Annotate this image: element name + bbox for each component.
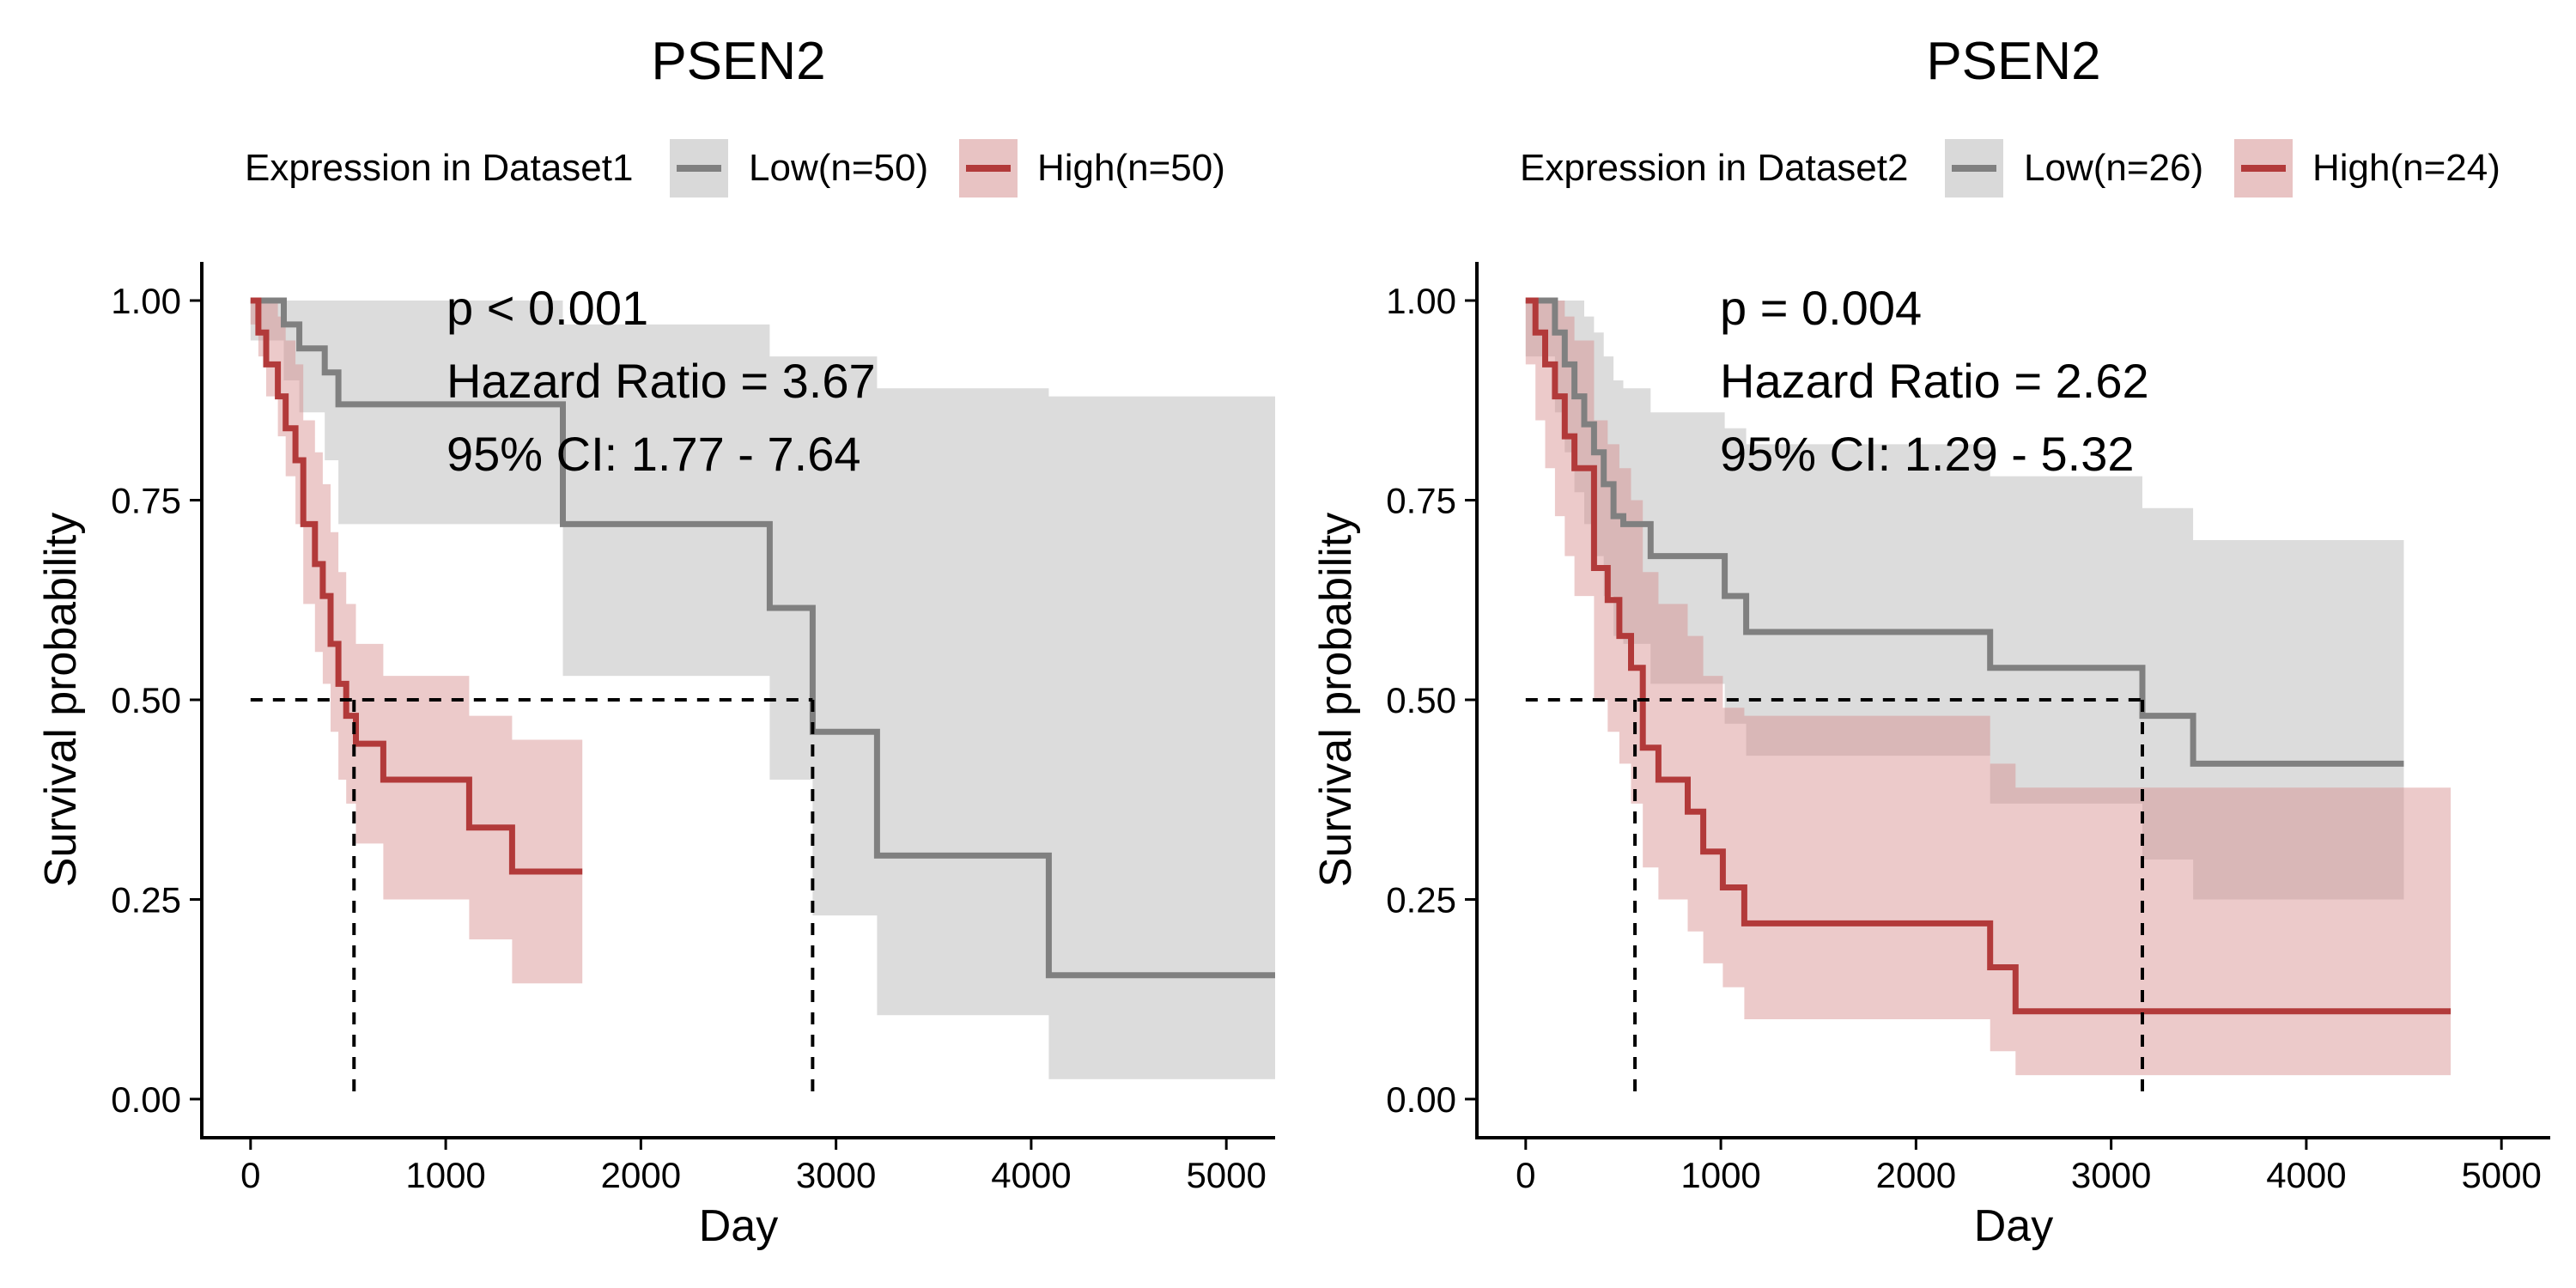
ci-band-high — [250, 301, 583, 984]
x-tick-label: 0 — [240, 1155, 260, 1195]
confidence-bands — [1525, 301, 2451, 1076]
y-tick-label: 0.75 — [111, 481, 181, 521]
y-axis-ticks: 0.00 0.25 0.50 0.75 1.00 — [1386, 281, 1477, 1120]
legend: Expression in Dataset1 Low(n=50) High(n=… — [245, 139, 1225, 197]
plot-title: PSEN2 — [1926, 32, 2100, 91]
legend-title: Expression in Dataset2 — [1520, 147, 1908, 189]
y-tick-label: 0.50 — [111, 680, 181, 720]
km-plot-dataset2: PSEN2 Expression in Dataset2 Low(n=26) H… — [1311, 32, 2550, 1251]
survival-curves — [1525, 297, 2451, 1015]
hazard-ratio-annotation: Hazard Ratio = 2.62 — [1720, 354, 2149, 408]
annotations: p = 0.004 Hazard Ratio = 2.62 95% CI: 1.… — [1720, 281, 2149, 481]
plot-title: PSEN2 — [651, 32, 825, 91]
survival-curves — [250, 297, 1275, 979]
legend-title: Expression in Dataset1 — [245, 147, 633, 189]
x-tick-label: 4000 — [2266, 1155, 2346, 1195]
x-axis-ticks: 0 1000 2000 3000 4000 5000 — [240, 1138, 1267, 1195]
x-axis-title: Day — [699, 1201, 778, 1251]
x-tick-label: 4000 — [991, 1155, 1071, 1195]
confidence-interval-annotation: 95% CI: 1.77 - 7.64 — [447, 427, 861, 481]
y-axis-title: Survival probability — [1311, 513, 1361, 887]
y-axis-title: Survival probability — [36, 513, 86, 887]
y-tick-label: 0.50 — [1386, 680, 1456, 720]
y-tick-label: 0.25 — [111, 880, 181, 920]
y-tick-label: 1.00 — [111, 281, 181, 321]
x-tick-label: 5000 — [2461, 1155, 2541, 1195]
hazard-ratio-annotation: Hazard Ratio = 3.67 — [447, 354, 876, 408]
x-tick-label: 5000 — [1186, 1155, 1266, 1195]
x-axis-ticks: 0 1000 2000 3000 4000 5000 — [1516, 1138, 2542, 1195]
x-tick-label: 1000 — [1680, 1155, 1760, 1195]
survival-curve-low — [250, 297, 1275, 979]
legend: Expression in Dataset2 Low(n=26) High(n=… — [1520, 139, 2500, 197]
y-axis-ticks: 0.00 0.25 0.50 0.75 1.00 — [111, 281, 202, 1120]
x-tick-label: 3000 — [2071, 1155, 2151, 1195]
x-tick-label: 3000 — [796, 1155, 876, 1195]
annotations: p < 0.001 Hazard Ratio = 3.67 95% CI: 1.… — [447, 281, 876, 481]
confidence-bands — [250, 301, 1275, 1079]
y-tick-label: 0.25 — [1386, 880, 1456, 920]
p-value-annotation: p < 0.001 — [447, 281, 648, 335]
survival-curve-low — [1525, 297, 2404, 767]
p-value-annotation: p = 0.004 — [1720, 281, 1922, 335]
survival-curve-high — [250, 297, 583, 875]
y-tick-label: 0.00 — [111, 1079, 181, 1120]
legend-label-high: High(n=50) — [1037, 147, 1225, 189]
legend-label-low: Low(n=50) — [749, 147, 928, 189]
y-tick-label: 0.00 — [1386, 1079, 1456, 1120]
legend-label-high: High(n=24) — [2312, 147, 2500, 189]
y-tick-label: 0.75 — [1386, 481, 1456, 521]
legend-label-low: Low(n=26) — [2024, 147, 2203, 189]
axes: 0 1000 2000 3000 4000 5000 0.00 0.25 0.50 0.75 1.… — [1386, 262, 2550, 1195]
x-tick-label: 1000 — [405, 1155, 485, 1195]
ci-band-low — [1525, 301, 2404, 900]
x-tick-label: 0 — [1516, 1155, 1535, 1195]
ci-band-low — [250, 301, 1275, 1079]
x-tick-label: 2000 — [601, 1155, 681, 1195]
confidence-interval-annotation: 95% CI: 1.29 - 5.32 — [1720, 427, 2135, 481]
ci-band-high — [1525, 301, 2451, 1076]
y-tick-label: 1.00 — [1386, 281, 1456, 321]
x-tick-label: 2000 — [1876, 1155, 1956, 1195]
median-survival-lines — [1525, 698, 2144, 1099]
km-plot-dataset1: PSEN2 Expression in Dataset1 Low(n=50) H… — [36, 32, 1275, 1251]
survival-curve-high — [1525, 297, 2451, 1015]
axes: 0 1000 2000 3000 4000 5000 0.00 0.25 0.50 0.75 1.… — [111, 262, 1275, 1195]
x-axis-title: Day — [1974, 1201, 2053, 1251]
median-survival-lines — [250, 698, 815, 1099]
